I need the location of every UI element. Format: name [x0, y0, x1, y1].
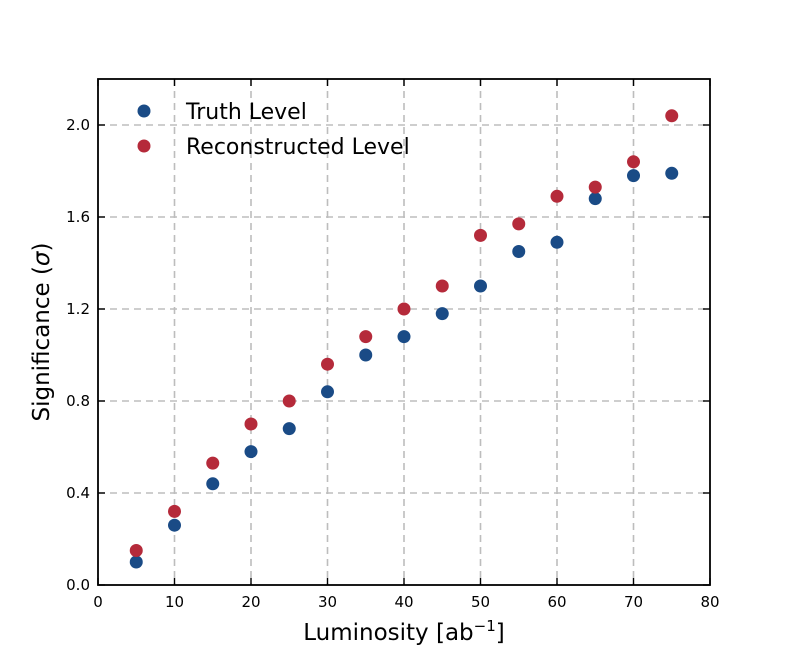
data-point [512, 217, 526, 231]
y-tick-label: 1.6 [66, 208, 90, 226]
legend-label: Reconstructed Level [186, 135, 410, 160]
data-point [588, 192, 602, 206]
x-tick-label: 40 [394, 593, 413, 611]
legend-label: Truth Level [185, 100, 307, 125]
data-point [435, 307, 449, 321]
data-point [474, 228, 487, 242]
series-reconstructed-level [129, 109, 679, 557]
legend: Truth Level Reconstructed Level [137, 100, 410, 160]
x-tick-label: 0 [93, 593, 103, 611]
y-tick-label: 0.8 [66, 392, 90, 410]
data-point [244, 445, 258, 459]
data-point [512, 245, 526, 258]
x-axis-label: Luminosity [ab−1] [303, 617, 505, 646]
data-point [665, 166, 679, 180]
data-point [129, 544, 143, 557]
data-point [550, 189, 564, 203]
data-point [588, 180, 602, 194]
data-point [282, 422, 296, 436]
data-point [397, 302, 411, 316]
data-point [627, 169, 640, 183]
x-tick-label: 80 [700, 593, 719, 611]
data-point [627, 155, 640, 169]
data-point [321, 385, 334, 399]
data-point [474, 279, 487, 293]
data-point [282, 394, 296, 408]
data-point [206, 456, 220, 470]
x-tick-label: 60 [547, 593, 566, 611]
x-tick-label: 70 [624, 593, 643, 611]
data-point [665, 109, 679, 123]
data-point [359, 348, 373, 362]
legend-marker [137, 139, 151, 153]
y-tick-label: 2.0 [66, 116, 90, 134]
y-tick-label: 1.2 [66, 300, 90, 318]
x-tick-label: 20 [241, 593, 260, 611]
data-point [435, 279, 449, 293]
data-point [244, 417, 258, 431]
legend-marker [137, 104, 151, 118]
y-tick-label: 0.0 [66, 576, 90, 594]
plot-frame [97, 78, 711, 586]
data-point [397, 330, 411, 344]
x-tick-label: 30 [318, 593, 337, 611]
x-tick-label: 50 [471, 593, 490, 611]
data-points [129, 109, 679, 569]
data-point [129, 555, 143, 569]
x-tick-label: 10 [165, 593, 184, 611]
data-point [206, 477, 220, 491]
series-truth-level [129, 166, 679, 569]
data-point [359, 330, 373, 344]
grid [98, 79, 710, 585]
data-point [550, 235, 564, 249]
data-point [168, 504, 181, 518]
data-point [321, 357, 334, 371]
data-point [168, 518, 181, 532]
y-axis-label: Significance (σ) [29, 242, 55, 421]
y-tick-label: 0.4 [66, 484, 90, 502]
